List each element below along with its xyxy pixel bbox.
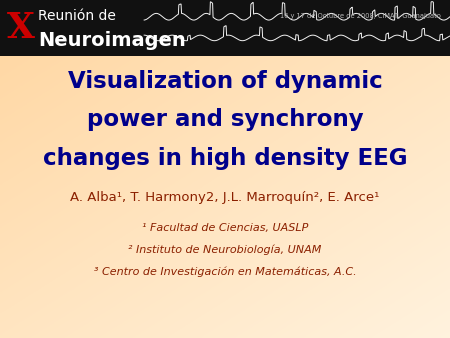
Text: Visualization of dynamic: Visualization of dynamic: [68, 70, 382, 93]
Text: A. Alba¹, T. Harmony2, J.L. Marroquín², E. Arce¹: A. Alba¹, T. Harmony2, J.L. Marroquín², …: [70, 191, 380, 204]
Text: power and synchrony: power and synchrony: [87, 108, 363, 131]
Text: Neuroimagen: Neuroimagen: [38, 31, 186, 50]
Text: ² Instituto de Neurobiología, UNAM: ² Instituto de Neurobiología, UNAM: [128, 245, 322, 256]
Bar: [0, 0, 450, 56]
Text: changes in high density EEG: changes in high density EEG: [43, 147, 407, 170]
Text: 16 y 17 de Octubre de 2008, CIMAT, Guanajuato: 16 y 17 de Octubre de 2008, CIMAT, Guana…: [280, 13, 441, 19]
Text: Reunión de: Reunión de: [38, 8, 116, 23]
Text: ¹ Facultad de Ciencias, UASLP: ¹ Facultad de Ciencias, UASLP: [142, 223, 308, 233]
Text: X: X: [7, 11, 35, 45]
Text: ³ Centro de Investigación en Matemáticas, A.C.: ³ Centro de Investigación en Matemáticas…: [94, 267, 356, 277]
